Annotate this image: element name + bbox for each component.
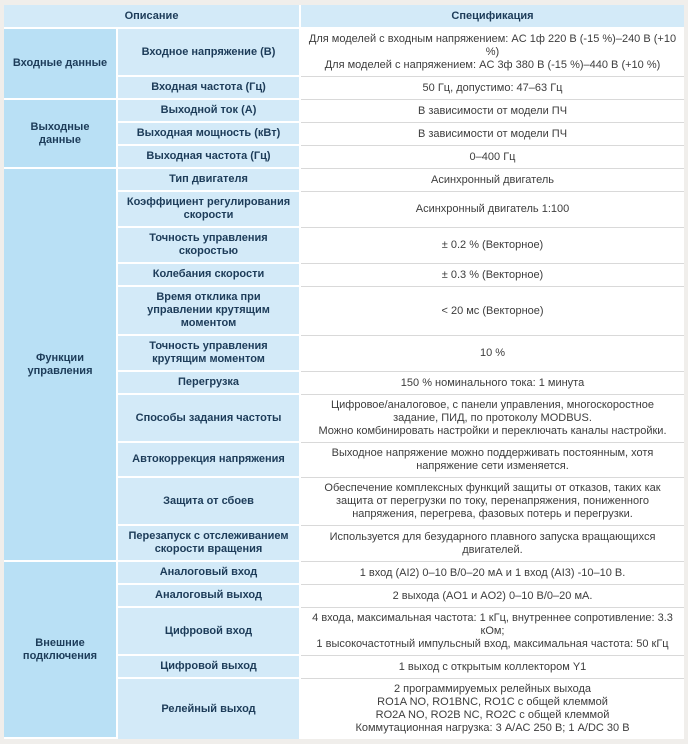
- group-cell: Внешние подключения: [4, 562, 118, 739]
- spec-line: < 20 мс (Векторное): [441, 304, 544, 317]
- table-header-row: Описание Спецификация: [4, 5, 684, 29]
- spec-line: 2 программируемых релейных выхода: [393, 683, 592, 695]
- spec-line: Асинхронный двигатель: [431, 173, 554, 186]
- spec-line: RO2A NO, RO2B NC, RO2C с общей клеммой: [375, 709, 610, 721]
- param-cell: Время отклика при управлении крутящим мо…: [118, 287, 302, 336]
- spec-line: Выходное напряжение можно поддерживать п…: [331, 447, 654, 472]
- table-row: Коэффициент регулирования скорости Асинхр…: [4, 192, 684, 228]
- spec-cell: 1 вход (AI2) 0–10 В/0–20 мА и 1 вход (AI…: [301, 562, 684, 585]
- table-row: Выходная частота (Гц) 0–400 Гц: [4, 146, 684, 169]
- table-body: Входные данные Входное напряжение (В) Для …: [4, 29, 684, 739]
- spec-cell: Асинхронный двигатель: [301, 169, 684, 192]
- spec-line: ± 0.3 % (Векторное): [441, 268, 544, 281]
- table-row: Перегрузка 150 % номинального тока: 1 мин…: [4, 372, 684, 395]
- spec-cell: 150 % номинального тока: 1 минута: [301, 372, 684, 395]
- spec-cell: Асинхронный двигатель 1:100: [301, 192, 684, 228]
- param-cell: Защита от сбоев: [118, 478, 302, 526]
- spec-line: 2 выхода (AO1 и AO2) 0–10 В/0–20 мА.: [392, 589, 593, 602]
- param-cell: Релейный выход: [118, 679, 302, 739]
- group-cell: Выходные данные: [4, 100, 118, 169]
- param-cell: Аналоговый вход: [118, 562, 302, 585]
- spec-cell: В зависимости от модели ПЧ: [301, 123, 684, 146]
- spec-line: Для моделей с напряжением: AC 3ф 380 В (…: [324, 59, 661, 71]
- table-row: Колебания скорости ± 0.3 % (Векторное): [4, 264, 684, 287]
- param-cell: Входная частота (Гц): [118, 77, 302, 100]
- spec-cell: Цифровое/аналоговое, с панели управления…: [301, 395, 684, 443]
- spec-line: В зависимости от модели ПЧ: [417, 127, 568, 140]
- spec-line: Для моделей с входным напряжением: AC 1ф…: [308, 33, 677, 58]
- spec-cell: 4 входа, максимальная частота: 1 кГц, вн…: [301, 608, 684, 656]
- spec-line: 4 входа, максимальная частота: 1 кГц, вн…: [312, 612, 673, 637]
- spec-cell: Используется для безударного плавного за…: [301, 526, 684, 562]
- table-row: Внешние подключения Аналоговый вход 1 вход…: [4, 562, 684, 739]
- table-row: Время отклика при управлении крутящим мо…: [4, 287, 684, 336]
- table-row: Точность управления крутящим моментом 10 …: [4, 336, 684, 372]
- column-header-specification: Спецификация: [301, 5, 684, 29]
- param-cell: Цифровой вход: [118, 608, 302, 656]
- spec-cell: Выходное напряжение можно поддерживать п…: [301, 443, 684, 478]
- table-row: Выходные данные Выходной ток (А) В зависим…: [4, 100, 684, 169]
- table-row: Способы задания частоты Цифровое/аналогов…: [4, 395, 684, 443]
- spec-cell: 10 %: [301, 336, 684, 372]
- spec-line: 1 выход с открытым коллектором Y1: [398, 660, 587, 673]
- group-cell: Входные данные: [4, 29, 118, 100]
- param-cell: Тип двигателя: [118, 169, 302, 192]
- spec-line: RO1A NO, RO1BNC, RO1C с общей клеммой: [377, 696, 608, 708]
- spec-cell: ± 0.3 % (Векторное): [301, 264, 684, 287]
- spec-line: 150 % номинального тока: 1 минута: [400, 376, 585, 389]
- table-row: Точность управления скоростью ± 0.2 % (Ве…: [4, 228, 684, 264]
- param-cell: Входное напряжение (В): [118, 29, 302, 77]
- param-cell: Точность управления скоростью: [118, 228, 302, 264]
- spec-cell: 50 Гц, допустимо: 47–63 Гц: [301, 77, 684, 100]
- spec-line: Коммутационная нагрузка: 3 А/AC 250 В; 1…: [355, 722, 630, 734]
- spec-line: Используется для безударного плавного за…: [329, 530, 656, 556]
- column-header-description: Описание: [4, 5, 302, 29]
- spec-line: 1 вход (AI2) 0–10 В/0–20 мА и 1 вход (AI…: [359, 566, 626, 579]
- spec-cell: 1 выход с открытым коллектором Y1: [301, 656, 684, 679]
- param-cell: Выходная частота (Гц): [118, 146, 302, 169]
- group-cell: Функции управления: [4, 169, 118, 562]
- spec-cell: 2 выхода (AO1 и AO2) 0–10 В/0–20 мА.: [301, 585, 684, 608]
- specification-table: Описание Спецификация Входные данные Вход…: [4, 5, 684, 739]
- param-cell: Аналоговый выход: [118, 585, 302, 608]
- table-row: Защита от сбоев Обеспечение комплексных ф…: [4, 478, 684, 526]
- param-cell: Автокоррекция напряжения: [118, 443, 302, 478]
- spec-cell: В зависимости от модели ПЧ: [301, 100, 684, 123]
- spec-line: Обеспечение комплексных функций защиты о…: [324, 482, 661, 520]
- param-cell: Перегрузка: [118, 372, 302, 395]
- spec-line: В зависимости от модели ПЧ: [417, 104, 568, 117]
- spec-cell: Обеспечение комплексных функций защиты о…: [301, 478, 684, 526]
- spec-line: 50 Гц, допустимо: 47–63 Гц: [422, 81, 563, 94]
- spec-cell: 0–400 Гц: [301, 146, 684, 169]
- table-row: Входные данные Входное напряжение (В) Для …: [4, 29, 684, 100]
- table-row: Выходная мощность (кВт) В зависимости от …: [4, 123, 684, 146]
- spec-line: Асинхронный двигатель 1:100: [415, 203, 570, 215]
- table-row: Автокоррекция напряжения Выходное напряже…: [4, 443, 684, 478]
- spec-line: 0–400 Гц: [469, 150, 516, 163]
- table-row: Входная частота (Гц) 50 Гц, допустимо: 47…: [4, 77, 684, 100]
- spec-line: Цифровое/аналоговое, с панели управления…: [331, 399, 654, 424]
- param-cell: Точность управления крутящим моментом: [118, 336, 302, 372]
- spec-cell: 2 программируемых релейных выхода RO1A NO…: [301, 679, 684, 739]
- param-cell: Способы задания частоты: [118, 395, 302, 443]
- spec-cell: Для моделей с входным напряжением: AC 1ф…: [301, 29, 684, 77]
- param-cell: Выходная мощность (кВт): [118, 123, 302, 146]
- param-cell: Колебания скорости: [118, 264, 302, 287]
- spec-cell: < 20 мс (Векторное): [301, 287, 684, 336]
- spec-line: 10 %: [479, 347, 506, 359]
- spec-line: Можно комбинировать настройки и переключ…: [318, 425, 667, 437]
- table-row: Функции управления Тип двигателя Асинхронн…: [4, 169, 684, 562]
- param-cell: Выходной ток (А): [118, 100, 302, 123]
- spec-cell: ± 0.2 % (Векторное): [301, 228, 684, 264]
- spec-line: 1 высокочастотный импульсный вход, макси…: [316, 638, 669, 650]
- table-row: Перезапуск с отслеживанием скорости вращ…: [4, 526, 684, 562]
- table-row: Аналоговый выход 2 выхода (AO1 и AO2) 0–1…: [4, 585, 684, 608]
- param-cell: Перезапуск с отслеживанием скорости вращ…: [118, 526, 302, 562]
- spec-line: ± 0.2 % (Векторное): [441, 239, 544, 251]
- param-cell: Цифровой выход: [118, 656, 302, 679]
- param-cell: Коэффициент регулирования скорости: [118, 192, 302, 228]
